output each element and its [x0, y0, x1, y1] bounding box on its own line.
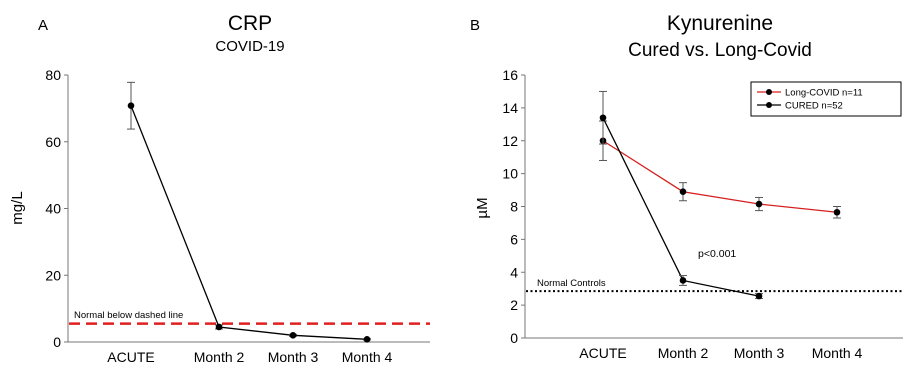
- panel-label: B: [470, 17, 480, 34]
- data-point: [679, 188, 687, 196]
- series-line: [602, 140, 838, 213]
- data-point: [127, 102, 135, 110]
- series-line: [130, 105, 368, 340]
- chart-panel-1: A CRP COVID-19 0 20 40 60 80 mg/L ACUTE Month 2 Mon…: [9, 12, 430, 365]
- x-tick-label: ACUTE: [107, 349, 154, 365]
- data-point: [363, 336, 371, 343]
- x-tick-label: ACUTE: [579, 345, 626, 361]
- x-tick-label: Month 3: [734, 345, 785, 361]
- data-point: [833, 208, 841, 216]
- data-point: [289, 332, 297, 339]
- x-tick-label: Month 3: [268, 349, 319, 365]
- reference-line-label: Normal below dashed line: [74, 310, 183, 321]
- x-tick-label: Month 4: [342, 349, 393, 365]
- series-line: [602, 117, 760, 297]
- y-axis-label: µM: [474, 197, 491, 218]
- y-tick-label: 14: [502, 100, 518, 116]
- y-tick-label: 8: [510, 199, 518, 215]
- y-tick-label: 10: [502, 166, 518, 182]
- data-point: [215, 323, 223, 331]
- chart-panel-2: B Kynurenine Cured vs. Long-Covid 0 2 4 6 8 10 12…: [470, 12, 903, 361]
- panel-label: A: [38, 17, 48, 34]
- y-tick-label: 60: [45, 134, 61, 150]
- y-tick-label: 16: [502, 67, 518, 83]
- x-tick-label: Month 4: [812, 345, 863, 361]
- data-point: [755, 200, 763, 208]
- data-point: [679, 277, 687, 284]
- y-tick-label: 12: [502, 133, 518, 149]
- y-tick-label: 2: [510, 297, 518, 313]
- legend-label: CURED n=52: [785, 101, 843, 112]
- legend-label: Long-COVID n=11: [785, 88, 863, 99]
- chart-title: CRP: [228, 12, 272, 35]
- x-tick-label: Month 2: [658, 345, 709, 361]
- data-point: [755, 292, 763, 300]
- annotation: p<0.001: [698, 248, 736, 260]
- y-axis-label: mg/L: [9, 191, 26, 224]
- chart-subtitle: COVID-19: [215, 38, 284, 55]
- y-tick-label: 40: [45, 201, 61, 217]
- y-tick-label: 6: [510, 231, 518, 247]
- legend-marker: [766, 102, 772, 108]
- x-tick-label: Month 2: [194, 349, 245, 365]
- y-tick-label: 0: [510, 330, 518, 346]
- y-tick-label: 4: [510, 264, 518, 280]
- y-tick-label: 0: [53, 334, 61, 350]
- legend-marker: [766, 89, 772, 95]
- legend-box: [750, 81, 902, 117]
- chart-subtitle: Cured vs. Long-Covid: [628, 40, 812, 61]
- chart-title: Kynurenine: [667, 12, 773, 35]
- y-tick-label: 20: [45, 267, 61, 283]
- y-tick-label: 80: [45, 67, 61, 83]
- legend: Long-COVID n=11 CURED n=52: [750, 81, 902, 117]
- data-point: [599, 114, 607, 122]
- reference-line-label: Normal Controls: [537, 278, 606, 289]
